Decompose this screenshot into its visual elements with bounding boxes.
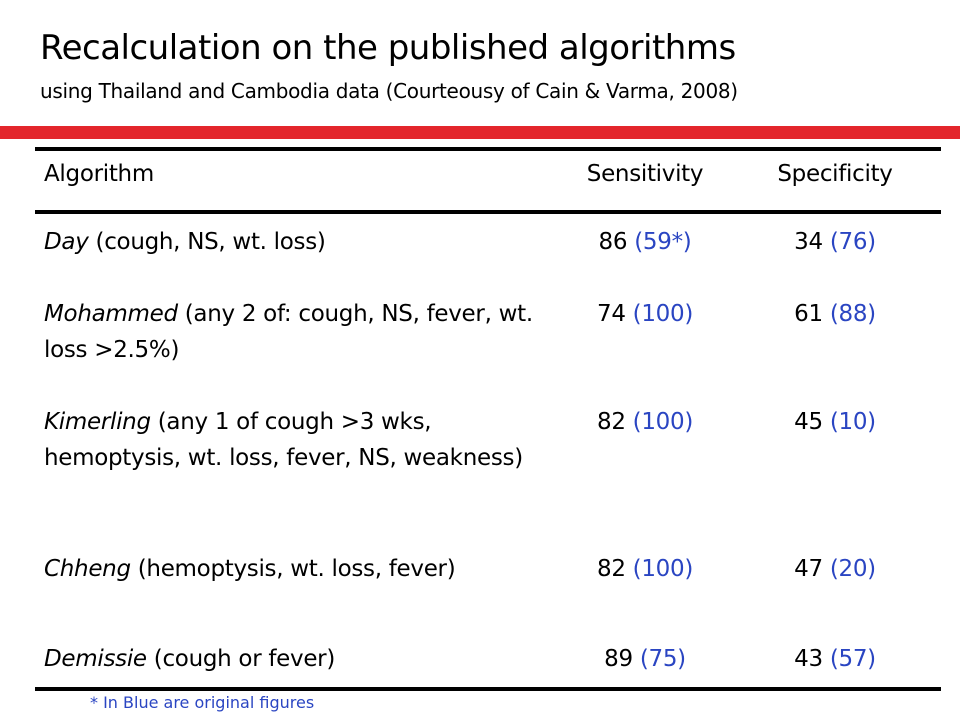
sensitivity-value: 86 <box>598 229 628 255</box>
algorithm-name: Chheng <box>44 556 131 582</box>
sensitivity-value: 82 <box>596 556 626 582</box>
table-row-kimerling-specificity: 45 (10) <box>740 404 930 440</box>
sensitivity-original: (100) <box>625 301 694 327</box>
sensitivity-value: 82 <box>596 409 626 435</box>
page-title: Recalculation on the published algorithm… <box>40 28 736 68</box>
table-top-rule <box>35 147 941 151</box>
header-specificity: Specificity <box>777 161 893 187</box>
table-row-demissie-specificity: 43 (57) <box>740 641 930 677</box>
table-row-day-sensitivity: 86 (59*) <box>560 224 730 260</box>
page-subtitle: using Thailand and Cambodia data (Courte… <box>40 79 738 103</box>
table-row-demissie-sensitivity: 89 (75) <box>560 641 730 677</box>
table-row-kimerling-sensitivity: 82 (100) <box>560 404 730 440</box>
specificity-original: (76) <box>822 229 876 255</box>
specificity-value: 45 <box>794 409 823 435</box>
specificity-original: (10) <box>822 409 876 435</box>
algorithm-name: Day <box>44 229 89 255</box>
algorithm-name: Kimerling <box>44 409 151 435</box>
algorithm-criteria: (any 2 of: cough, NS, fever, wt. loss >2… <box>44 301 533 363</box>
specificity-original: (20) <box>822 556 876 582</box>
sensitivity-original: (100) <box>625 409 694 435</box>
specificity-value: 43 <box>794 646 823 672</box>
specificity-original: (88) <box>822 301 876 327</box>
algorithm-criteria: (cough or fever) <box>146 646 336 672</box>
table-row-demissie-algorithm: Demissie (cough or fever) <box>44 641 544 677</box>
sensitivity-value: 89 <box>604 646 633 672</box>
table-row-day-algorithm: Day (cough, NS, wt. loss) <box>44 224 544 260</box>
algorithm-criteria: (hemoptysis, wt. loss, fever) <box>130 556 456 582</box>
sensitivity-original: (100) <box>625 556 694 582</box>
table-row-kimerling-algorithm: Kimerling (any 1 of cough >3 wks, hemopt… <box>44 404 544 476</box>
footnote: * In Blue are original figures <box>90 693 315 712</box>
sensitivity-original: (75) <box>632 646 686 672</box>
table-row-mohammed-specificity: 61 (88) <box>740 296 930 332</box>
table-row-mohammed-sensitivity: 74 (100) <box>560 296 730 332</box>
sensitivity-original: (59*) <box>627 229 692 255</box>
table-row-chheng-specificity: 47 (20) <box>740 551 930 587</box>
specificity-value: 34 <box>794 229 823 255</box>
specificity-value: 61 <box>794 301 823 327</box>
specificity-value: 47 <box>794 556 823 582</box>
table-row-mohammed-algorithm: Mohammed (any 2 of: cough, NS, fever, wt… <box>44 296 544 368</box>
header-algorithm: Algorithm <box>44 161 154 187</box>
algorithm-criteria: (cough, NS, wt. loss) <box>88 229 326 255</box>
algorithm-name: Mohammed <box>44 301 178 327</box>
algorithm-name: Demissie <box>44 646 147 672</box>
algorithm-criteria: (any 1 of cough >3 wks, hemoptysis, wt. … <box>44 409 523 471</box>
specificity-original: (57) <box>822 646 876 672</box>
sensitivity-value: 74 <box>596 301 626 327</box>
accent-bar <box>0 126 960 139</box>
table-row-chheng-sensitivity: 82 (100) <box>560 551 730 587</box>
table-row-chheng-algorithm: Chheng (hemoptysis, wt. loss, fever) <box>44 551 544 587</box>
table-row-day-specificity: 34 (76) <box>740 224 930 260</box>
table-bottom-rule <box>35 687 941 691</box>
table-header-rule <box>35 210 941 214</box>
header-sensitivity: Sensitivity <box>586 161 704 187</box>
